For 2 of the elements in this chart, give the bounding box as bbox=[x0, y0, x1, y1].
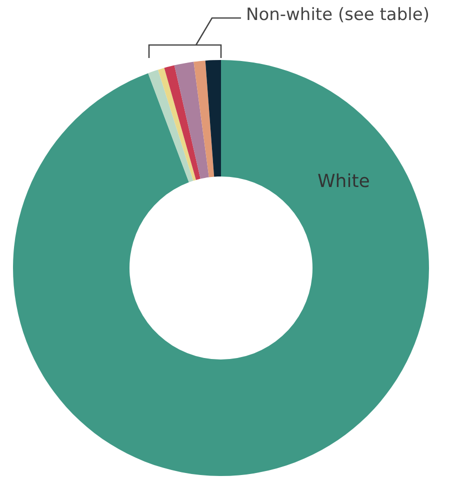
text: Non-white (see table) bbox=[246, 5, 430, 25]
slice-label: White bbox=[318, 170, 370, 192]
